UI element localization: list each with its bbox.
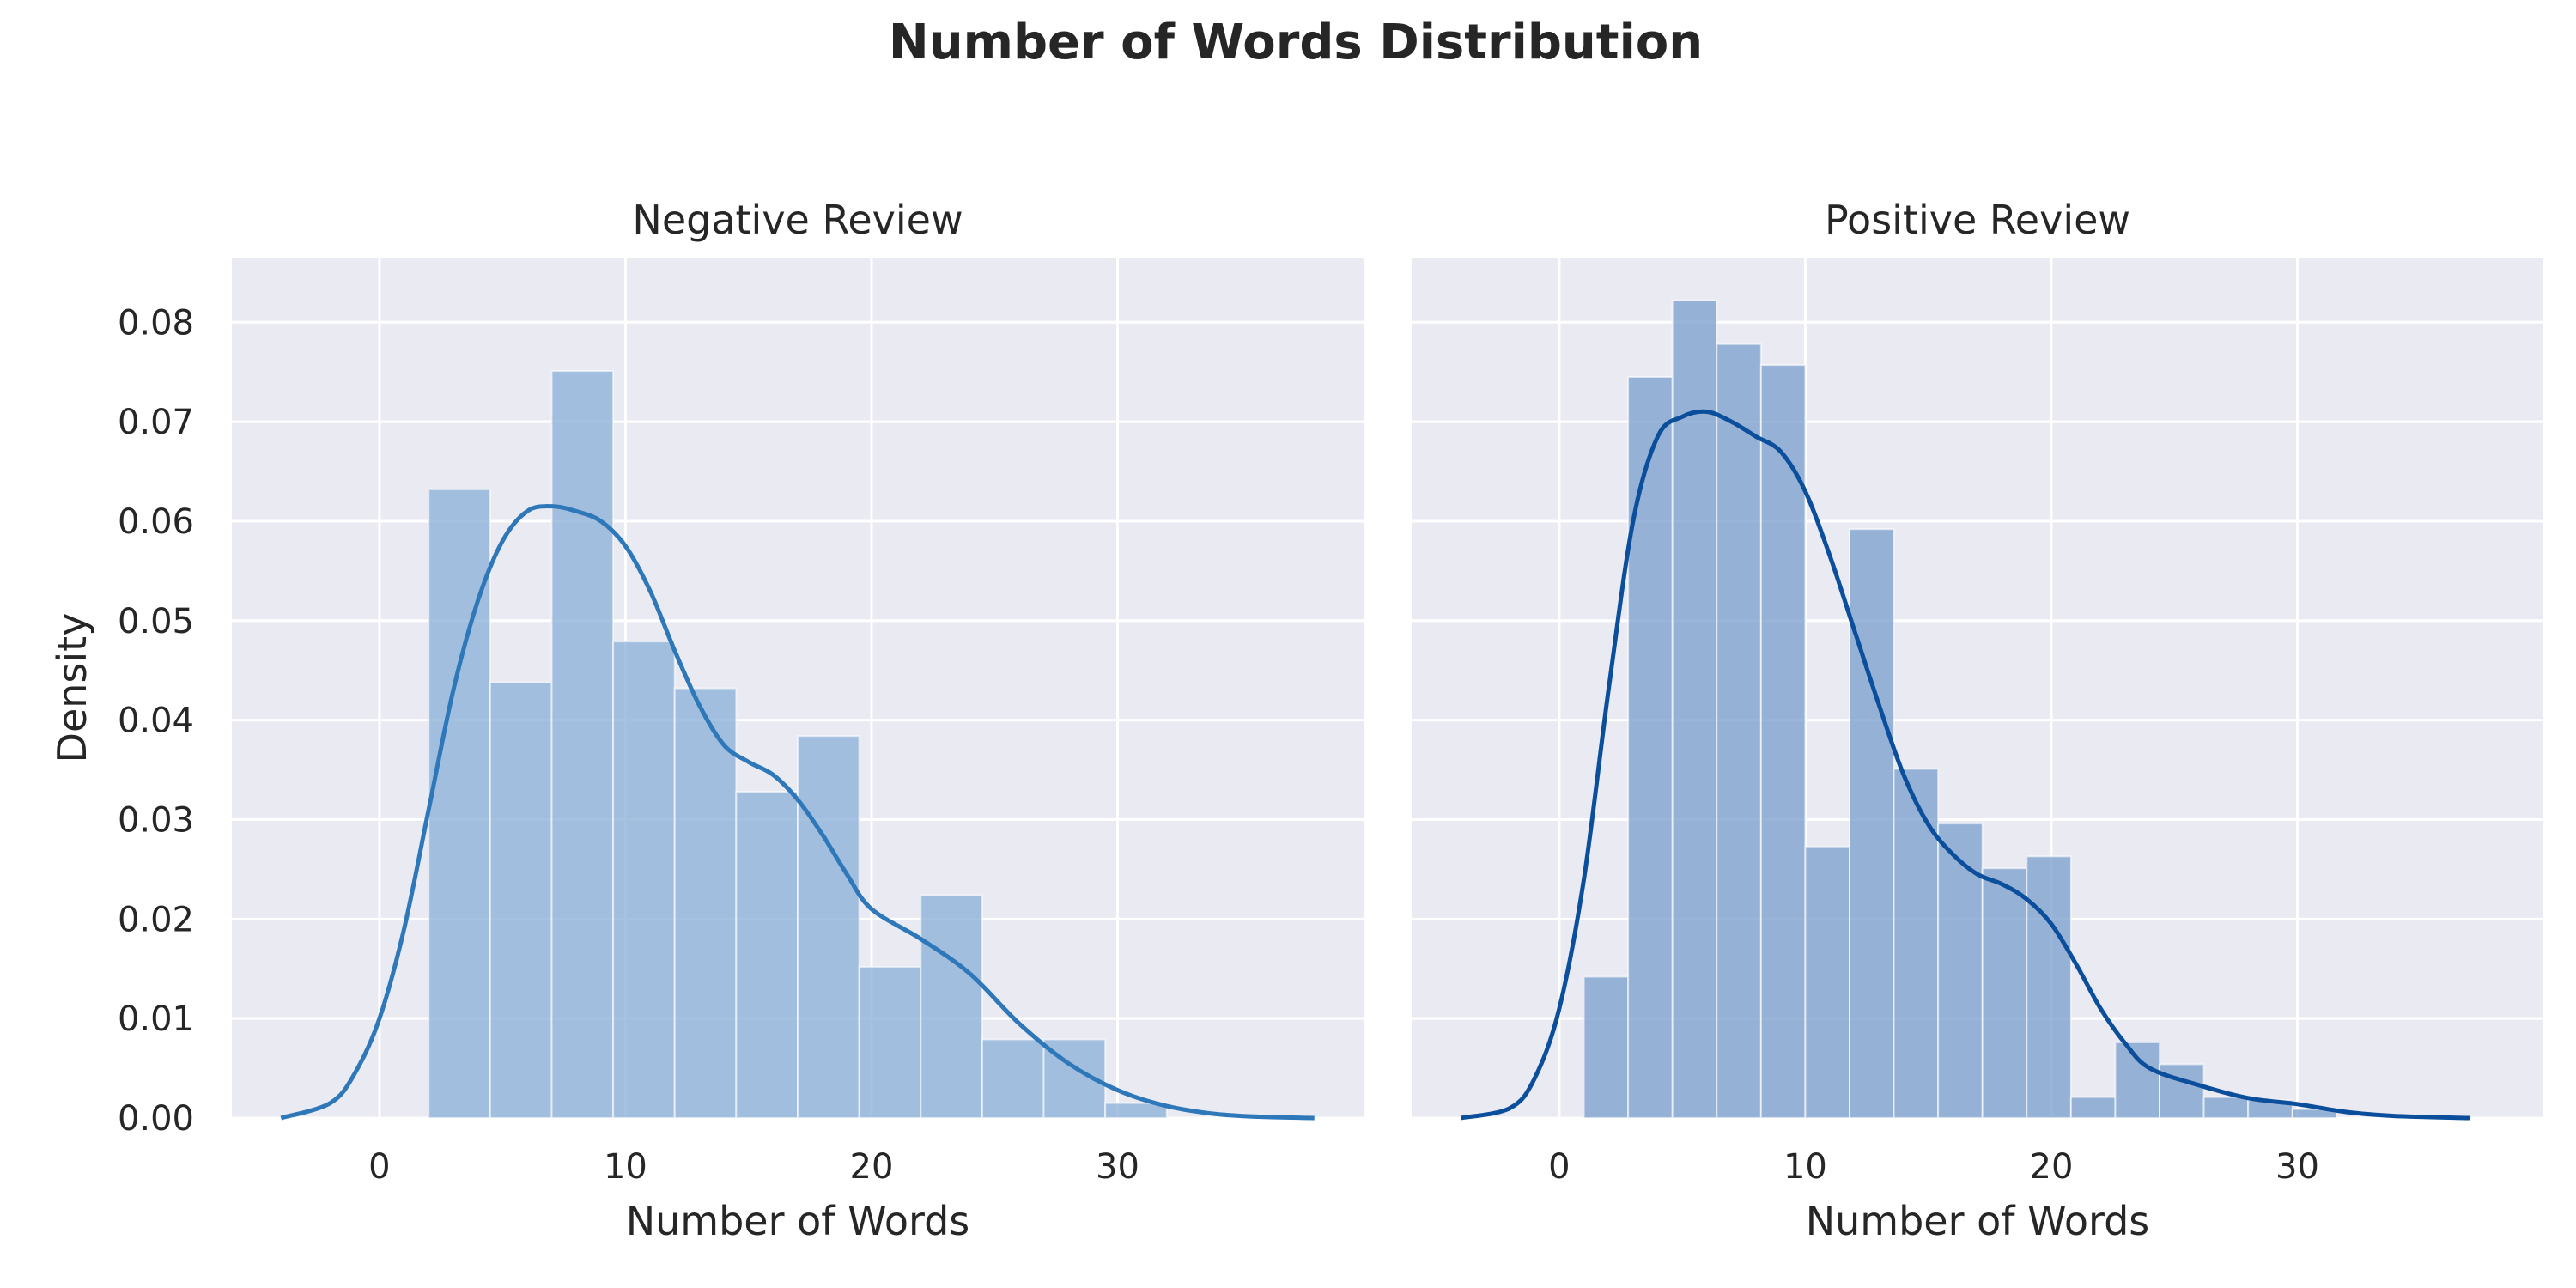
y-tick-label: 0.08 (118, 303, 194, 343)
kde-line (1460, 409, 2470, 1121)
panel-title: Negative Review (632, 197, 963, 243)
x-tick-label: 0 (1548, 1147, 1570, 1187)
histogram-bar (797, 735, 860, 1120)
histogram-bars (1583, 299, 2338, 1120)
histogram-bar (1104, 1102, 1168, 1119)
histogram-bar (920, 894, 983, 1120)
histogram-bar (1716, 343, 1762, 1120)
x-tick-label: 10 (604, 1147, 647, 1187)
histogram-bar (1893, 768, 1940, 1119)
histogram-bar (1759, 364, 1807, 1119)
y-tick-label: 0.04 (118, 702, 194, 741)
y-tick-label: 0.05 (118, 602, 194, 641)
y-tick-label: 0.01 (118, 999, 194, 1039)
histogram-bar (858, 965, 922, 1120)
y-tick-label: 0.03 (118, 800, 194, 840)
histogram-bar (550, 370, 615, 1119)
x-axis-label: Number of Words (626, 1198, 970, 1244)
y-tick-label: 0.00 (118, 1099, 194, 1139)
panel-title: Positive Review (1825, 197, 2130, 243)
histogram-bar (1804, 845, 1851, 1119)
figure-title: Number of Words Distribution (889, 15, 1703, 70)
x-axis-label: Number of Words (1806, 1198, 2150, 1244)
histogram-bar (1849, 528, 1895, 1119)
x-tick-label: 30 (1096, 1147, 1139, 1187)
x-tick-label: 30 (2275, 1147, 2319, 1187)
x-tick-label: 20 (2030, 1147, 2074, 1187)
histogram-bar (1981, 867, 2028, 1119)
y-tick-label: 0.07 (118, 403, 194, 442)
histogram-bar (489, 681, 553, 1119)
histogram-bar (612, 641, 676, 1119)
histogram-bars (428, 370, 1168, 1120)
histogram-bar (981, 1038, 1045, 1120)
histogram-bar (1937, 823, 1984, 1119)
histogram-bar (735, 791, 799, 1119)
histogram-bar (1583, 975, 1630, 1119)
y-tick-label: 0.02 (118, 900, 194, 939)
histogram-bar (2159, 1063, 2205, 1119)
histogram-bar (1627, 376, 1674, 1119)
kde-line (280, 504, 1315, 1121)
y-tick-label: 0.06 (118, 502, 194, 542)
panel-1: Negative Review 0 10 20 30 0.00 0.01 0.02 0.03 0.… (49, 197, 1364, 1244)
histogram-bar (673, 687, 738, 1119)
histogram-bar (2026, 855, 2072, 1119)
x-tick-label: 0 (368, 1147, 390, 1187)
panel-2: Positive Review 0 10 20 30 Number of Words (1412, 197, 2543, 1244)
y-axis-label: Density (49, 613, 95, 763)
histogram-bar (1671, 299, 1718, 1119)
histogram-bar (2114, 1041, 2161, 1120)
x-tick-label: 20 (850, 1147, 894, 1187)
histogram-bar (2202, 1096, 2250, 1119)
histogram-bar (428, 488, 491, 1119)
x-tick-label: 10 (1783, 1147, 1827, 1187)
histogram-bar (2069, 1096, 2117, 1119)
